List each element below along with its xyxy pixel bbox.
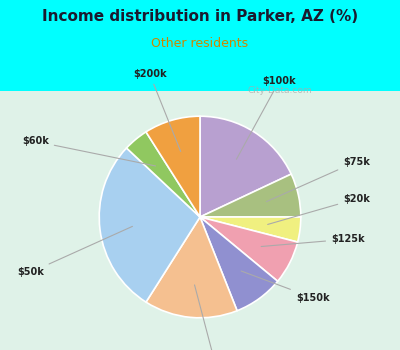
Text: Other residents: Other residents	[152, 37, 248, 50]
Text: $20k: $20k	[268, 194, 370, 224]
Text: $150k: $150k	[241, 271, 329, 303]
Text: $75k: $75k	[266, 156, 370, 202]
Text: City-Data.com: City-Data.com	[248, 86, 312, 95]
Text: $100k: $100k	[236, 76, 296, 159]
Wedge shape	[200, 217, 278, 311]
Text: $200k: $200k	[133, 69, 181, 152]
Wedge shape	[200, 116, 291, 217]
Text: $50k: $50k	[17, 226, 132, 278]
Wedge shape	[200, 174, 301, 217]
Text: Income distribution in Parker, AZ (%): Income distribution in Parker, AZ (%)	[42, 9, 358, 24]
Wedge shape	[99, 148, 200, 302]
Text: $60k: $60k	[22, 136, 156, 166]
Wedge shape	[146, 116, 200, 217]
Text: $125k: $125k	[261, 234, 365, 246]
Wedge shape	[146, 217, 237, 318]
Wedge shape	[200, 217, 301, 242]
Text: $10k: $10k	[194, 285, 228, 350]
Wedge shape	[200, 217, 298, 281]
Wedge shape	[126, 132, 200, 217]
